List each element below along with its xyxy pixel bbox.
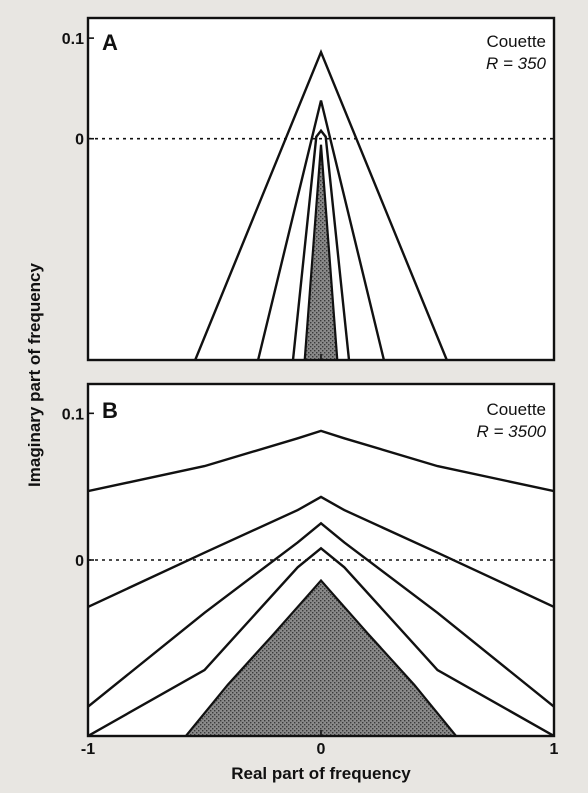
panel-b-y-axis: 0.10 [62,406,555,736]
y-axis-label: Imaginary part of frequency [25,263,44,487]
panel-b-y-tick-label-1: 0 [75,553,84,570]
panel-b-curve-4 [88,546,554,736]
panel-a: A Couette R = 350 0.10 [62,16,556,362]
x-tick-label-2: 1 [550,741,559,758]
panel-b-filled-region [184,578,458,736]
panel-a-y-axis: 0.10 [62,31,555,360]
panel-a-annotation-line1: Couette [486,32,546,51]
x-tick-label-0: -1 [81,741,95,758]
panel-a-plot-area [88,49,554,360]
x-axis: -1 0 1 [81,741,559,758]
x-tick-label-1: 0 [317,741,326,758]
panel-a-curve-2 [256,100,386,360]
panel-a-y-tick-label-1: 0 [75,132,84,149]
panel-b-annotation-line1: Couette [486,400,546,419]
x-axis-label: Real part of frequency [231,764,411,783]
panel-b-y-tick-label-0: 0.1 [62,406,84,423]
panel-b-curve-1 [88,429,554,493]
panel-b: B Couette R = 3500 0.10 [62,382,556,738]
panel-a-filled-region [303,144,339,360]
panel-a-y-tick-label-0: 0.1 [62,31,84,48]
panel-b-annotation-line2: R = 3500 [477,422,547,441]
panel-b-plot-area [88,429,554,736]
panel-a-letter: A [102,30,118,55]
panel-b-curve-2 [88,495,554,608]
panel-a-curve-1 [194,49,448,360]
panel-b-letter: B [102,398,118,423]
panel-a-annotation-line2: R = 350 [486,54,547,73]
panel-a-curve-3 [291,128,351,360]
panel-b-curve-3 [88,521,554,708]
